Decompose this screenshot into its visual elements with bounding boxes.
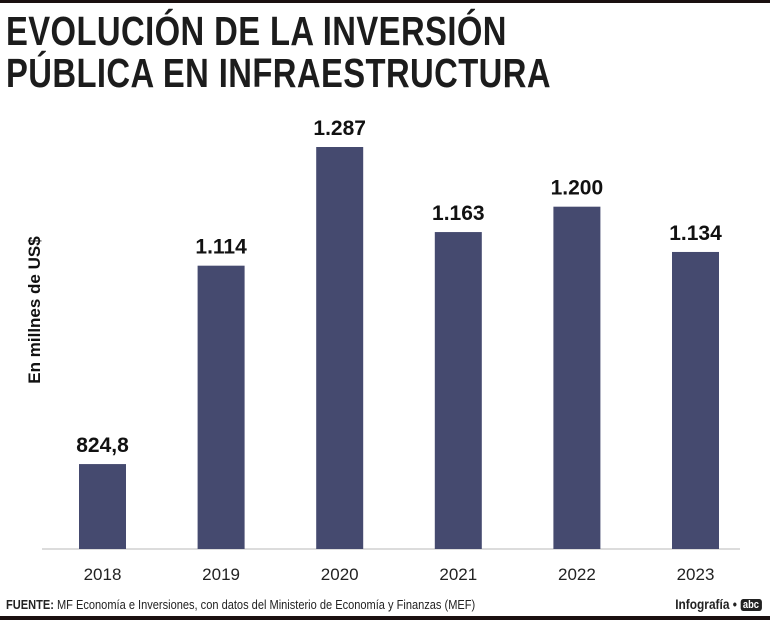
abc-logo: abc xyxy=(740,599,762,612)
title-line-2: PÚBLICA EN INFRAESTRUCTURA xyxy=(6,50,551,96)
bar-2022 xyxy=(553,206,601,549)
bar-2020 xyxy=(316,147,364,549)
x-tick-label-2020: 2020 xyxy=(321,565,359,584)
x-tick-label-2018: 2018 xyxy=(84,565,122,584)
title-line-1: EVOLUCIÓN DE LA INVERSIÓN xyxy=(6,8,507,54)
credit-text: Infografía • xyxy=(675,596,738,612)
chart-title: EVOLUCIÓN DE LA INVERSIÓN PÚBLICA EN INF… xyxy=(6,10,551,94)
top-rule xyxy=(0,0,770,3)
x-tick-label-2019: 2019 xyxy=(202,565,240,584)
data-label-2019: 1.114 xyxy=(195,236,247,259)
x-tick-label-2021: 2021 xyxy=(439,565,477,584)
bottom-rule xyxy=(0,616,770,620)
bar-2019 xyxy=(197,265,245,549)
source-label: FUENTE: xyxy=(6,597,54,612)
data-label-2020: 1.287 xyxy=(313,117,366,140)
data-label-2022: 1.200 xyxy=(551,177,604,200)
x-tick-label-2023: 2023 xyxy=(677,565,715,584)
bar-2021 xyxy=(434,232,482,549)
x-tick-label-2022: 2022 xyxy=(558,565,596,584)
source-note: FUENTE: MF Economía e Inversiones, con d… xyxy=(6,597,475,612)
credit: Infografía • abc xyxy=(676,596,762,612)
source-text: MF Economía e Inversiones, con datos del… xyxy=(56,597,476,612)
bar-2018 xyxy=(79,464,126,549)
data-label-2021: 1.163 xyxy=(432,202,485,225)
data-label-2023: 1.134 xyxy=(669,222,722,245)
data-label-2018: 824,8 xyxy=(76,434,129,457)
bar-2023 xyxy=(672,251,719,549)
